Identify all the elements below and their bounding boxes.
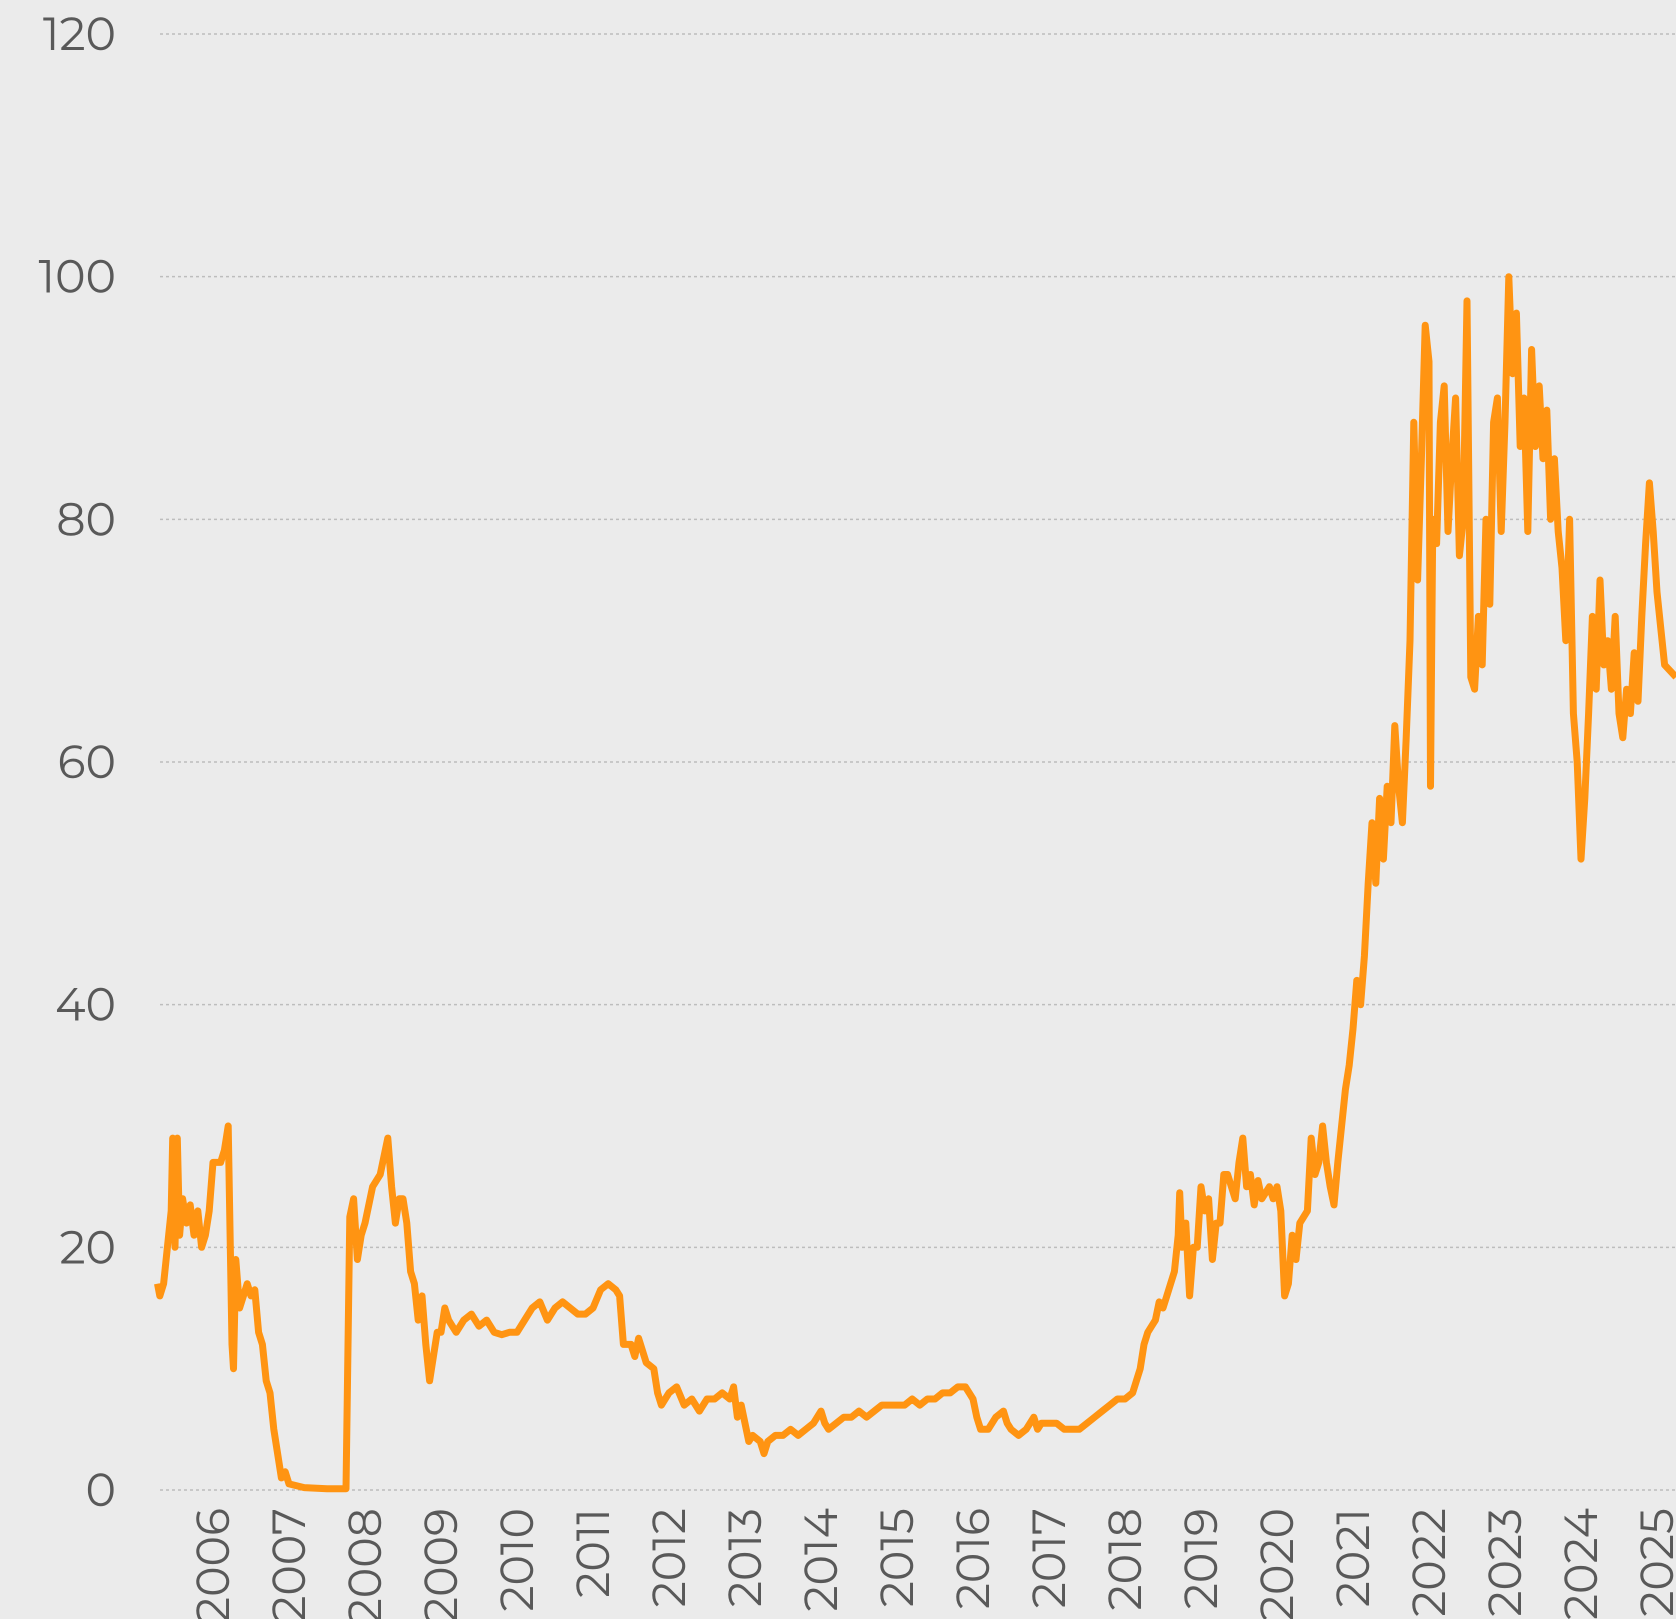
x-tick-label: 2024 <box>1552 1508 1609 1619</box>
x-tick-label: 2016 <box>944 1508 1001 1609</box>
x-tick-label: 2007 <box>260 1508 317 1619</box>
x-tick-label: 2010 <box>488 1508 545 1612</box>
y-tick-label: 40 <box>55 976 116 1033</box>
x-tick-label: 2008 <box>336 1508 393 1619</box>
x-tick-label: 2012 <box>640 1508 697 1607</box>
y-tick-label: 100 <box>38 248 116 305</box>
y-tick-label: 20 <box>60 1218 116 1275</box>
x-tick-label: 2015 <box>868 1508 925 1607</box>
x-tick-label: 2014 <box>792 1508 849 1612</box>
x-tick-label: 2019 <box>1172 1508 1229 1609</box>
x-tick-label: 2017 <box>1020 1508 1077 1608</box>
x-tick-label: 2006 <box>184 1508 241 1619</box>
y-tick-label: 80 <box>56 490 116 547</box>
x-tick-label: 2023 <box>1476 1508 1533 1617</box>
x-tick-label: 2025 <box>1628 1508 1676 1617</box>
y-tick-label: 0 <box>86 1461 116 1518</box>
y-tick-label: 60 <box>58 733 116 790</box>
price-line <box>154 273 1676 1493</box>
y-tick-label: 120 <box>43 5 116 62</box>
x-tick-label: 2009 <box>412 1508 469 1619</box>
x-tick-label: 2021 <box>1324 1508 1381 1607</box>
x-tick-label: 2013 <box>716 1508 773 1607</box>
x-tick-label: 2018 <box>1096 1508 1153 1610</box>
x-tick-label: 2011 <box>564 1508 621 1598</box>
x-tick-label: 2022 <box>1400 1508 1457 1617</box>
x-tick-label: 2020 <box>1248 1508 1305 1619</box>
